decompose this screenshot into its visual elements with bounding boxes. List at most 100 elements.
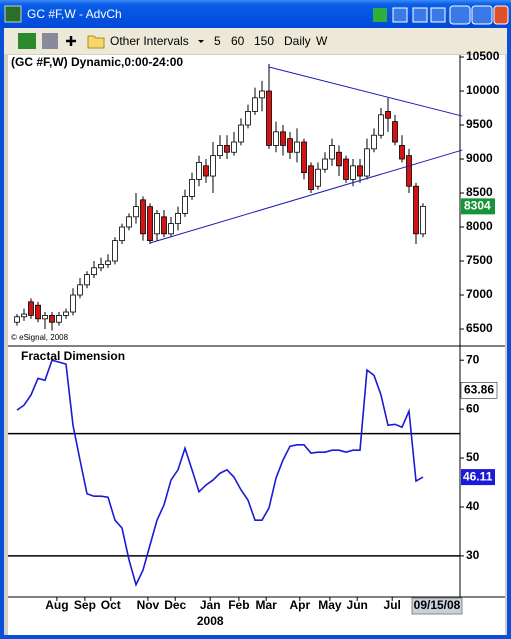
candle-body <box>91 267 97 276</box>
y-tick-label: 7500 <box>466 253 493 267</box>
candle-body <box>189 179 195 197</box>
candle-body <box>287 138 293 153</box>
x-tick-label: Nov <box>137 598 160 612</box>
candle-body <box>378 114 384 136</box>
candle-body <box>217 145 223 157</box>
trendline <box>149 149 463 244</box>
toolbar-icon[interactable] <box>18 33 36 49</box>
title-button[interactable] <box>392 7 408 23</box>
candle-body <box>105 260 111 265</box>
cursor-label: 09/15/08 <box>414 598 461 612</box>
window-title: GC #F,W - AdvCh <box>27 7 122 21</box>
candle-body <box>35 304 41 320</box>
chart-background <box>8 55 505 618</box>
candle-body <box>49 315 55 323</box>
candle-body <box>147 206 153 242</box>
x-tick-label: Feb <box>228 598 249 612</box>
title-button[interactable] <box>412 7 428 23</box>
candle-body <box>140 199 146 235</box>
panel-title: Fractal Dimension <box>21 349 125 363</box>
last-price-label: 8304 <box>464 199 491 213</box>
candle-body <box>350 165 356 180</box>
candle-body <box>308 165 314 191</box>
minimize-button[interactable] <box>449 5 471 25</box>
candle-body <box>28 301 34 316</box>
x-tick-label: Mar <box>256 598 278 612</box>
toolbar-icon[interactable] <box>42 33 58 49</box>
y-tick-label: 10500 <box>466 49 500 63</box>
candle-body <box>238 124 244 143</box>
candle-body <box>63 311 69 316</box>
candle-body <box>77 284 83 296</box>
candle-body <box>14 316 20 323</box>
dropdown-arrow[interactable] <box>198 40 204 43</box>
y-tick-label: 60 <box>466 401 480 415</box>
candle-body <box>175 213 181 225</box>
x-tick-label: Oct <box>101 598 121 612</box>
app-icon <box>4 5 22 23</box>
candle-body <box>119 226 125 242</box>
x-tick-label: Dec <box>164 598 186 612</box>
x-tick-label: Aug <box>45 598 68 612</box>
x-tick-label: May <box>318 598 342 612</box>
x-tick-label: Jul <box>384 598 401 612</box>
candle-body <box>343 158 349 180</box>
candle-body <box>364 148 370 177</box>
x-tick-label: Jun <box>347 598 368 612</box>
candle-body <box>315 168 321 187</box>
toolbar-item[interactable]: 5 <box>214 34 221 48</box>
candle-body <box>161 216 167 235</box>
candle-body <box>203 165 209 177</box>
toolbar-item[interactable]: W <box>316 34 328 48</box>
y-tick-label: 7000 <box>466 287 493 301</box>
toolbar-item[interactable]: Daily <box>284 34 311 48</box>
maximize-button[interactable] <box>471 5 493 25</box>
candle-body <box>56 315 62 323</box>
last-value-label: 46.11 <box>463 469 493 483</box>
source-note: © eSignal, 2008 <box>11 333 69 342</box>
x-sublabel: 2008 <box>197 614 224 628</box>
y-tick-label: 10000 <box>466 83 500 97</box>
y-tick-label: 6500 <box>466 321 493 335</box>
toolbar-item[interactable]: 150 <box>254 34 274 48</box>
x-axis-background <box>8 618 505 635</box>
cursor-box <box>411 597 463 615</box>
close-button[interactable] <box>493 5 509 25</box>
candle-body <box>70 294 76 313</box>
y-tick-label: 50 <box>466 450 480 464</box>
toolbar-item[interactable]: 60 <box>231 34 245 48</box>
toolbar-item[interactable]: Other Intervals <box>110 34 189 48</box>
title-button[interactable] <box>373 8 387 22</box>
y-tick-label: 70 <box>466 352 480 366</box>
marker-label: 63.86 <box>464 382 494 396</box>
candle-body <box>266 90 272 146</box>
last-price-box <box>461 198 495 215</box>
candle-body <box>168 223 174 235</box>
marker-box <box>460 381 498 399</box>
candle-body <box>273 131 279 146</box>
candle-body <box>42 315 48 320</box>
candle-body <box>196 162 202 180</box>
candle-body <box>21 313 27 318</box>
x-tick-label: Jan <box>200 598 221 612</box>
candle-body <box>301 141 307 174</box>
candle-body <box>154 213 160 235</box>
toolbar-icon[interactable] <box>66 36 76 46</box>
y-tick-label: 8000 <box>466 219 493 233</box>
folder-icon[interactable] <box>87 35 105 49</box>
candle-body <box>392 121 398 143</box>
candle-body <box>371 134 377 150</box>
candle-body <box>224 145 230 153</box>
candle-body <box>294 141 300 153</box>
candle-body <box>385 111 391 119</box>
candle-body <box>420 205 426 235</box>
title-button[interactable] <box>430 7 446 23</box>
candle-body <box>413 185 419 235</box>
indicator-line <box>16 359 424 588</box>
candle-body <box>182 196 188 214</box>
candle-body <box>126 216 132 228</box>
candle-body <box>259 90 265 99</box>
candle-body <box>133 206 139 218</box>
candle-body <box>245 111 251 126</box>
